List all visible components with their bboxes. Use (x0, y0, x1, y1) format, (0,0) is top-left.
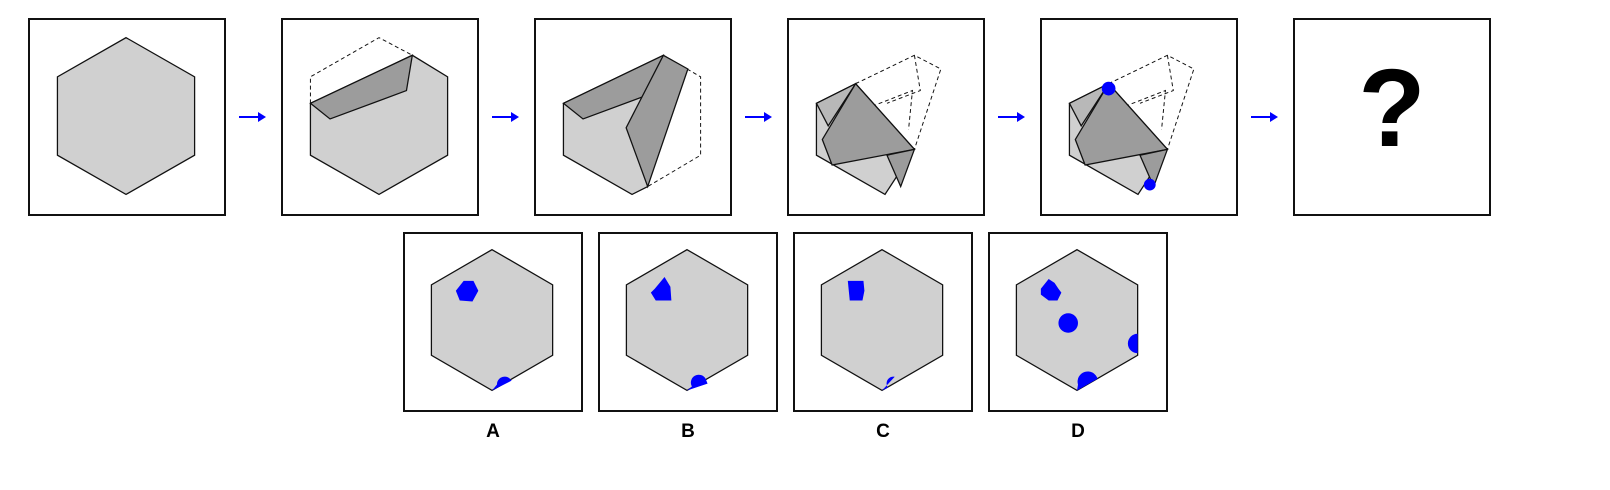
half-circle-mark (492, 376, 512, 391)
option-b[interactable] (598, 232, 778, 412)
sequence-panel-2 (281, 18, 479, 216)
sequence-panel-5 (1040, 18, 1238, 216)
option-d-label: D (1071, 421, 1085, 442)
circle-mark (1058, 313, 1078, 333)
arrow-icon-3 (745, 112, 772, 122)
star-mark (1040, 278, 1062, 301)
fold-step-3 (815, 54, 942, 196)
half-circle-mark (687, 374, 708, 391)
bottom-half-circle-mark (1077, 371, 1098, 391)
pentagon-mark (847, 280, 865, 301)
punch-hole-bottom (1143, 178, 1156, 191)
arrow-icon-2 (492, 112, 519, 122)
option-b-hexagon (625, 248, 749, 392)
punch-hole-top (1101, 81, 1116, 96)
pentagon-mark (650, 277, 672, 301)
fold-step-1 (309, 37, 449, 196)
option-c-label: C (876, 421, 890, 442)
option-a[interactable] (403, 232, 583, 412)
flat-hexagon (56, 36, 196, 196)
pentagon-mark (455, 280, 479, 302)
fold-step-punched (1068, 54, 1195, 196)
sequence-panel-1 (28, 18, 226, 216)
arrow-icon-4 (998, 112, 1025, 122)
answer-placeholder-panel: ? (1293, 18, 1491, 216)
sequence-panel-4 (787, 18, 985, 216)
option-a-label: A (486, 421, 500, 442)
edge-half-circle-mark (1127, 333, 1138, 354)
sequence-panel-3 (534, 18, 732, 216)
option-c[interactable] (793, 232, 973, 412)
arrow-icon-1 (239, 112, 266, 122)
option-d-hexagon (1015, 248, 1139, 392)
option-a-hexagon (430, 248, 554, 392)
arrow-icon-5 (1251, 112, 1278, 122)
option-b-label: B (681, 421, 695, 442)
question-mark: ? (1358, 47, 1426, 170)
option-d[interactable] (988, 232, 1168, 412)
option-c-hexagon (820, 248, 944, 392)
fold-step-2 (562, 54, 702, 196)
half-circle-mark (882, 376, 895, 391)
